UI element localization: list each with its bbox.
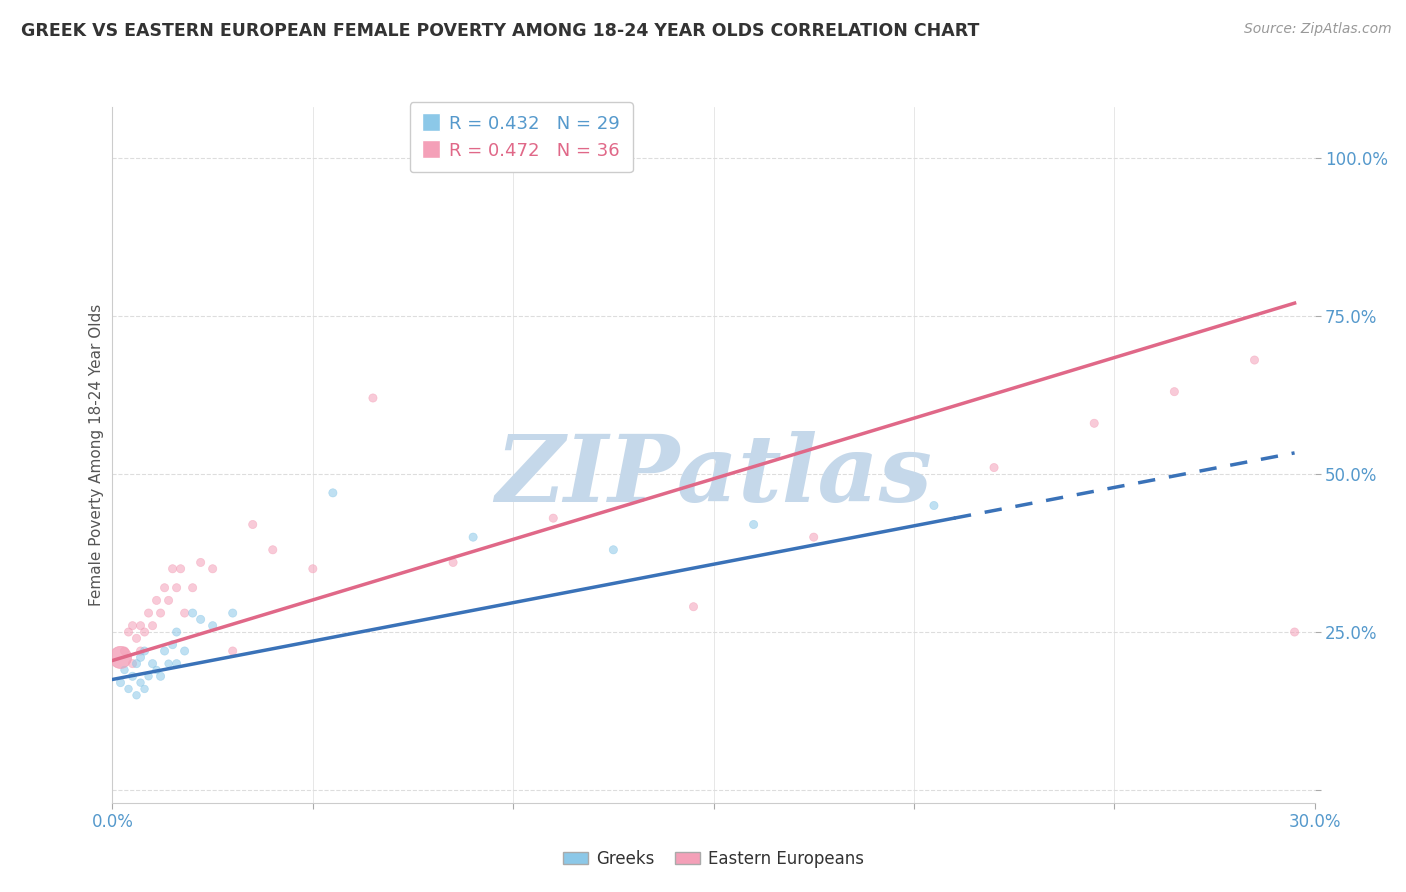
Point: [129, 675, 152, 690]
Point: [222, 606, 245, 620]
Point: [110, 675, 132, 690]
Point: [543, 511, 565, 525]
Point: [149, 669, 172, 683]
Text: Source: ZipAtlas.com: Source: ZipAtlas.com: [1244, 22, 1392, 37]
Point: [145, 663, 167, 677]
Point: [145, 593, 167, 607]
Point: [121, 669, 143, 683]
Point: [922, 499, 945, 513]
Text: ZIPatlas: ZIPatlas: [495, 431, 932, 521]
Point: [682, 599, 704, 614]
Point: [141, 657, 163, 671]
Point: [201, 618, 224, 632]
Point: [125, 657, 148, 671]
Point: [134, 681, 156, 696]
Point: [110, 650, 132, 665]
Point: [162, 638, 184, 652]
Point: [461, 530, 484, 544]
Point: [129, 618, 152, 632]
Point: [129, 650, 152, 665]
Point: [302, 562, 325, 576]
Point: [222, 644, 245, 658]
Legend: Greeks, Eastern Europeans: Greeks, Eastern Europeans: [557, 843, 870, 874]
Point: [138, 606, 160, 620]
Point: [166, 657, 188, 671]
Point: [441, 556, 464, 570]
Point: [803, 530, 825, 544]
Point: [181, 606, 204, 620]
Point: [117, 681, 139, 696]
Point: [190, 556, 212, 570]
Point: [134, 644, 156, 658]
Point: [181, 581, 204, 595]
Point: [1163, 384, 1185, 399]
Point: [141, 618, 163, 632]
Point: [117, 625, 139, 640]
Point: [149, 606, 172, 620]
Point: [134, 625, 156, 640]
Point: [1284, 625, 1306, 640]
Point: [121, 657, 143, 671]
Point: [166, 625, 188, 640]
Point: [262, 542, 284, 557]
Point: [242, 517, 264, 532]
Point: [322, 486, 344, 500]
Point: [125, 688, 148, 702]
Point: [162, 562, 184, 576]
Point: [110, 650, 132, 665]
Point: [157, 593, 180, 607]
Point: [153, 581, 176, 595]
Point: [602, 542, 624, 557]
Point: [169, 562, 191, 576]
Point: [114, 644, 136, 658]
Text: GREEK VS EASTERN EUROPEAN FEMALE POVERTY AMONG 18-24 YEAR OLDS CORRELATION CHART: GREEK VS EASTERN EUROPEAN FEMALE POVERTY…: [21, 22, 980, 40]
Point: [1083, 417, 1105, 431]
Point: [129, 644, 152, 658]
Point: [121, 618, 143, 632]
Point: [361, 391, 384, 405]
Point: [1243, 353, 1265, 368]
Point: [173, 644, 195, 658]
Point: [125, 632, 148, 646]
Point: [742, 517, 765, 532]
Point: [114, 663, 136, 677]
Point: [157, 657, 180, 671]
Point: [983, 460, 1005, 475]
Y-axis label: Female Poverty Among 18-24 Year Olds: Female Poverty Among 18-24 Year Olds: [89, 304, 104, 606]
Point: [153, 644, 176, 658]
Point: [166, 581, 188, 595]
Point: [173, 606, 195, 620]
Point: [190, 612, 212, 626]
Point: [138, 669, 160, 683]
Point: [201, 562, 224, 576]
